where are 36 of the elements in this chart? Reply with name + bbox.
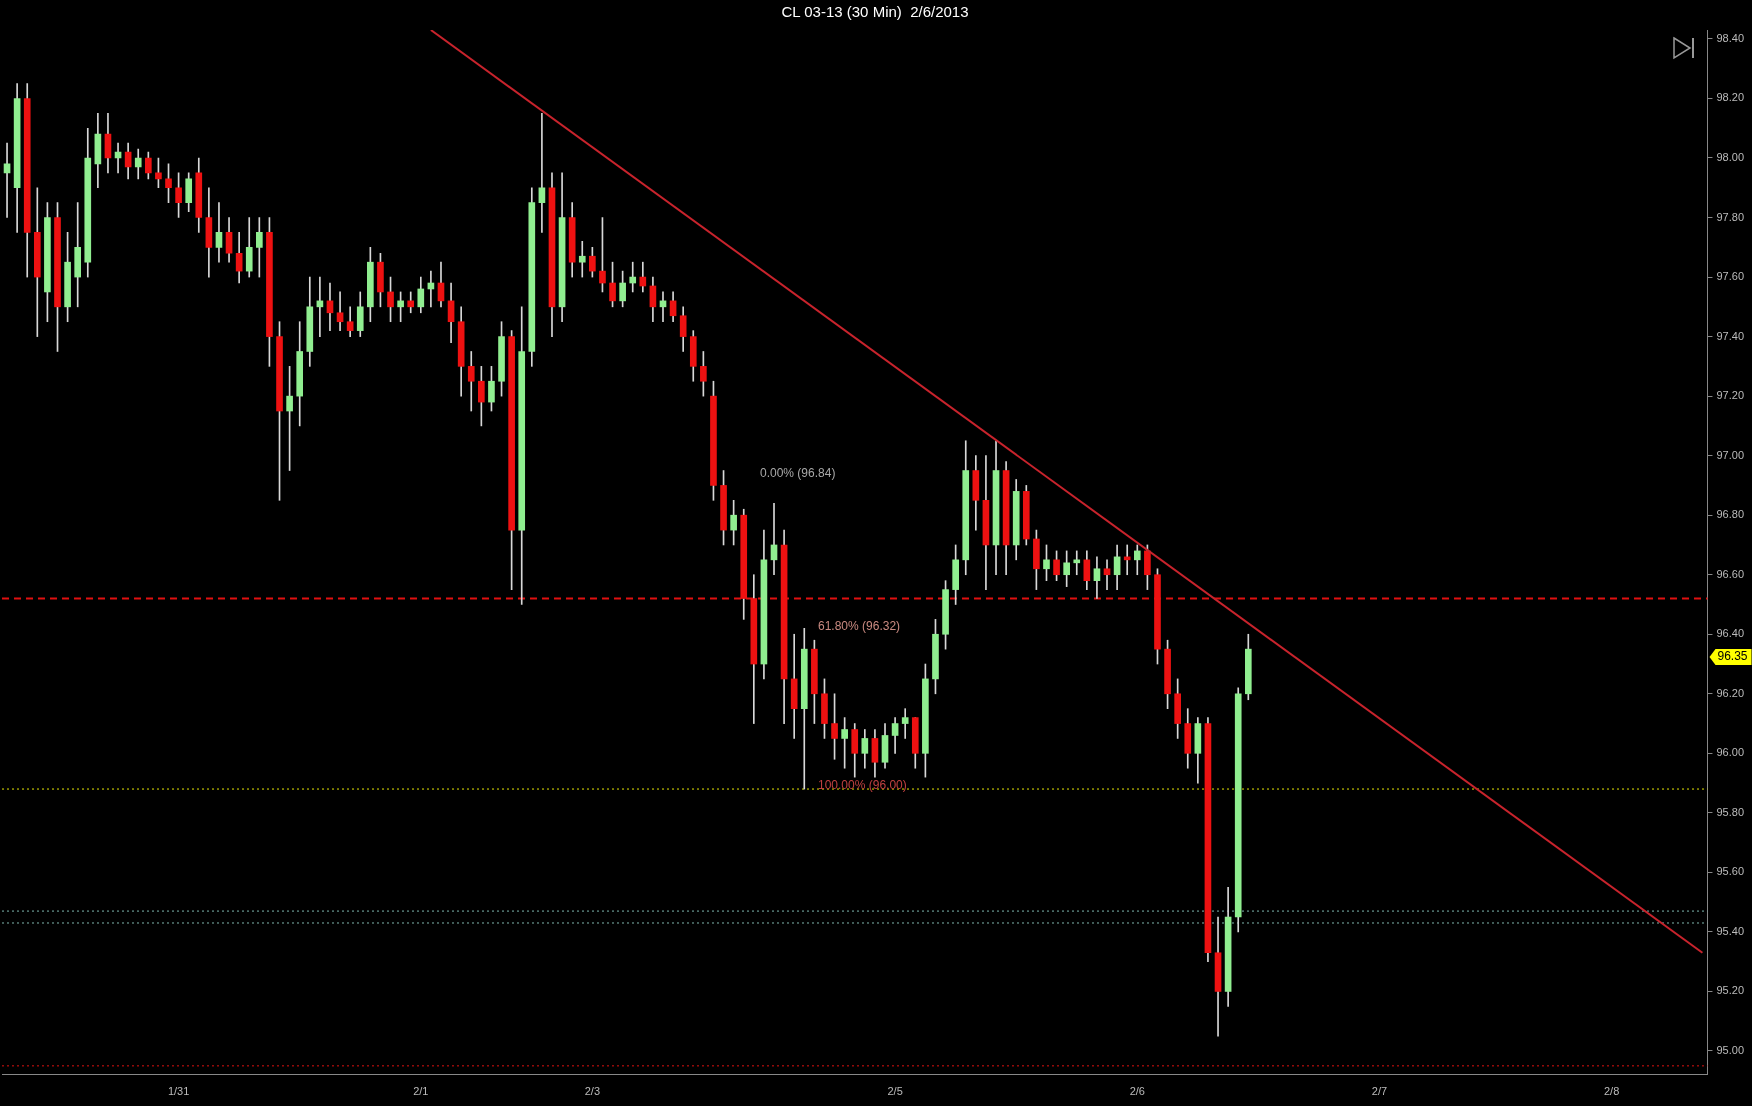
y-tick-label: 98.40	[1716, 31, 1744, 44]
candlestick	[1103, 559, 1111, 590]
chart-title: CL 03-13 (30 Min) 2/6/2013	[781, 3, 969, 21]
y-tick-label: 96.80	[1716, 508, 1744, 521]
y-tick-label: 96.20	[1716, 686, 1744, 699]
y-tick-label: 96.00	[1716, 746, 1744, 759]
y-tick-label: 97.20	[1716, 389, 1744, 402]
x-tick-label: 2/7	[1371, 1085, 1388, 1098]
x-tick-label: 2/8	[1603, 1085, 1620, 1098]
x-tick-label: 2/1	[413, 1085, 429, 1098]
x-tick-label: 2/5	[887, 1085, 903, 1098]
text: 96.35	[1717, 649, 1748, 664]
y-tick-label: 98.00	[1716, 151, 1744, 164]
y-tick-label: 95.00	[1716, 1044, 1744, 1057]
y-tick-label: 95.20	[1716, 984, 1744, 997]
annotation: 61.80% (96.32)	[818, 619, 901, 634]
candlestick	[901, 708, 909, 739]
y-tick-label: 96.60	[1716, 567, 1744, 580]
y-tick-label: 95.80	[1716, 805, 1744, 818]
y-tick-label: 95.60	[1716, 865, 1744, 878]
y-tick-label: 97.40	[1716, 329, 1744, 342]
y-tick-label: 97.80	[1716, 210, 1744, 223]
y-tick-label: 96.40	[1716, 627, 1744, 640]
x-tick-label: 2/3	[584, 1085, 600, 1098]
x-tick-label: 1/31	[167, 1085, 190, 1098]
candlestick	[538, 113, 546, 233]
candlestick	[215, 202, 223, 263]
y-tick-label: 95.40	[1716, 924, 1744, 937]
y-tick-label: 97.00	[1716, 448, 1744, 461]
x-tick-label: 2/6	[1129, 1085, 1145, 1098]
y-tick-label: 98.20	[1716, 91, 1744, 104]
candlestick	[629, 261, 637, 293]
annotation: 100.00% (96.00)	[818, 778, 907, 793]
candlestick	[578, 241, 586, 278]
annotation: 0.00% (96.84)	[760, 466, 836, 481]
y-tick-label: 97.60	[1716, 270, 1744, 283]
